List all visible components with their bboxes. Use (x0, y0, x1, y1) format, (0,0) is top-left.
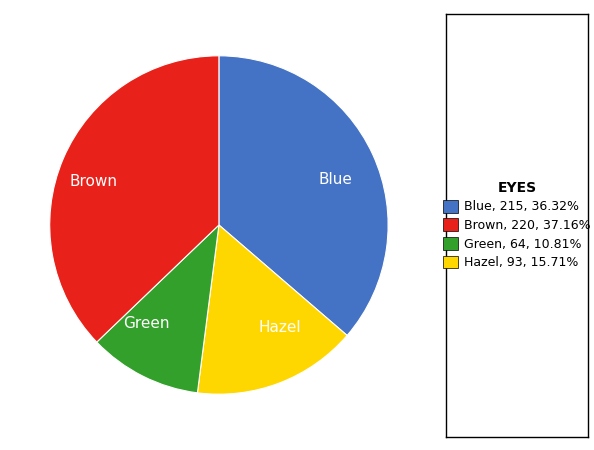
Wedge shape (197, 225, 347, 394)
Legend: Blue, 215, 36.32%, Brown, 220, 37.16%, Green, 64, 10.81%, Hazel, 93, 15.71%: Blue, 215, 36.32%, Brown, 220, 37.16%, G… (437, 175, 594, 275)
Text: Brown: Brown (69, 174, 118, 189)
Text: Green: Green (123, 316, 169, 331)
Wedge shape (97, 225, 219, 393)
Text: Hazel: Hazel (258, 320, 301, 335)
Wedge shape (219, 56, 388, 335)
Wedge shape (50, 56, 219, 342)
Text: Blue: Blue (319, 171, 353, 187)
